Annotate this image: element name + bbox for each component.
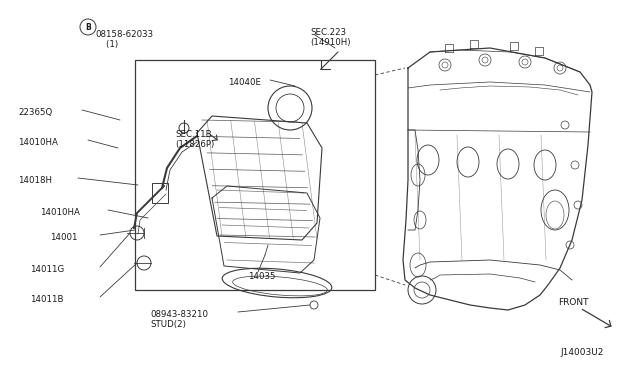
Text: 14018H: 14018H	[18, 176, 52, 185]
Text: J14003U2: J14003U2	[560, 348, 604, 357]
Text: 14001: 14001	[50, 233, 77, 242]
Text: SEC.11B
(11826P): SEC.11B (11826P)	[175, 130, 214, 150]
Bar	[152, 183, 168, 203]
Text: 14035: 14035	[248, 272, 275, 281]
Text: 08158-62033
    (1): 08158-62033 (1)	[95, 30, 153, 49]
Text: 14010HA: 14010HA	[40, 208, 80, 217]
Text: 08943-83210
STUD(2): 08943-83210 STUD(2)	[150, 310, 208, 329]
Text: B: B	[85, 22, 91, 32]
Text: 14040E: 14040E	[228, 78, 261, 87]
Bar	[135, 60, 375, 290]
Text: 14011G: 14011G	[30, 265, 64, 274]
Text: FRONT: FRONT	[558, 298, 589, 307]
Text: 14011B: 14011B	[30, 295, 63, 304]
Text: 22365Q: 22365Q	[18, 108, 52, 117]
Text: 14010HA: 14010HA	[18, 138, 58, 147]
Text: SEC.223
(14910H): SEC.223 (14910H)	[310, 28, 351, 47]
